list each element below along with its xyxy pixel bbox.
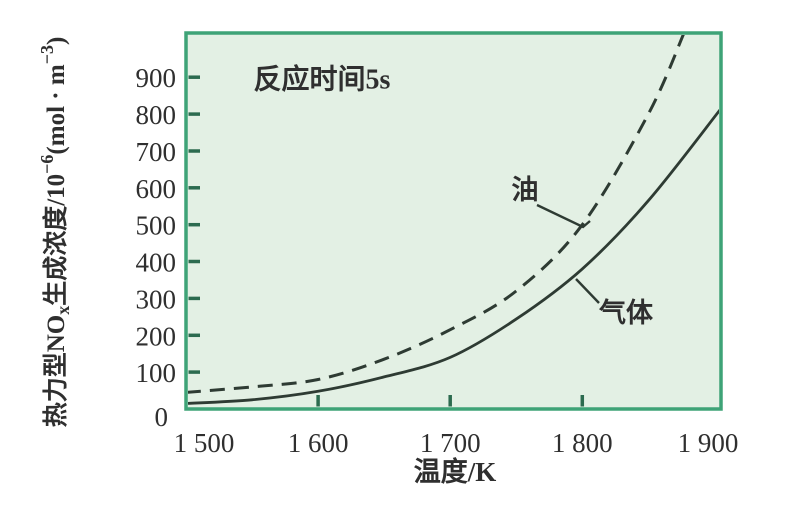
y-axis-title-part: 热力型NO — [42, 315, 70, 428]
y-tick-label: 300 — [136, 284, 177, 314]
y-axis-tick-labels: 0 100 200 300 400 500 600 700 800 900 — [136, 63, 177, 432]
curve-label-gas: 气体 — [598, 298, 654, 328]
x-axis-title: 温度/K — [414, 456, 497, 487]
x-tick-label: 1 900 — [678, 428, 739, 458]
leader-line-gas — [575, 278, 600, 304]
y-tick-label: 900 — [136, 63, 177, 93]
y-axis-title-part: −3 — [37, 45, 57, 64]
y-tick-label: 0 — [155, 402, 169, 432]
y-axis-title-part: −6 — [37, 155, 57, 174]
y-tick-label: 500 — [136, 211, 177, 241]
y-axis-title: 热力型NOx生成浓度/10−6(mol · m−3) — [37, 37, 73, 428]
y-axis-title-part: ) — [43, 37, 70, 45]
y-axis-title-part: 生成浓度/10 — [41, 174, 70, 306]
curve-inline-labels: 气体 油 — [512, 175, 654, 328]
y-tick-label: 400 — [136, 248, 177, 278]
x-axis-tick-labels: 1 500 1 600 1 700 1 800 1 900 — [174, 428, 739, 458]
y-axis-title-part: (mol · m — [43, 64, 70, 154]
reaction-time-annotation: 反应时间5s — [254, 63, 391, 96]
x-tick-label: 1 800 — [552, 428, 613, 458]
curve-gas — [188, 108, 719, 405]
x-axis-ticks — [316, 395, 585, 407]
x-tick-label: 1 600 — [288, 428, 349, 458]
y-tick-label: 600 — [136, 174, 177, 204]
curve-label-oil: 油 — [512, 175, 539, 205]
x-tick-label: 1 500 — [174, 428, 235, 458]
data-curves — [188, 35, 719, 405]
leader-line-oil — [536, 203, 591, 229]
y-axis-title-part: x — [53, 306, 73, 315]
y-tick-label: 200 — [136, 321, 177, 351]
y-tick-label: 800 — [136, 100, 177, 130]
y-tick-label: 100 — [136, 358, 177, 388]
x-tick-label: 1 700 — [420, 428, 481, 458]
y-axis-ticks — [188, 75, 200, 374]
y-tick-label: 700 — [136, 137, 177, 167]
